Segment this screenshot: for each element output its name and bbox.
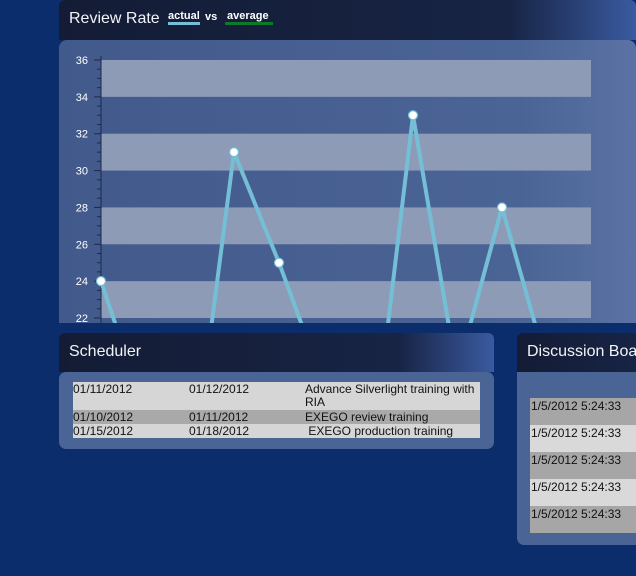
y-tick-label: 34 [76, 92, 88, 104]
start-date: 01/10/2012 [73, 410, 134, 424]
post-timestamp: 1/5/2012 5:24:33 [531, 480, 622, 494]
y-tick-label: 32 [76, 129, 88, 141]
discussion-header: Discussion Boa [517, 333, 636, 372]
y-tick-label: 26 [76, 239, 88, 251]
legend-average: average [225, 10, 273, 25]
legend-actual-label: actual [168, 10, 200, 22]
post-timestamp: 1/5/2012 5:24:33 [531, 507, 622, 521]
legend-actual-line [168, 22, 200, 25]
legend-vs: vs [205, 11, 218, 23]
table-row[interactable]: 01/15/2012 01/18/2012 EXEGO production t… [73, 424, 480, 438]
table-row[interactable]: 01/11/2012 01/12/2012 Advance Silverligh… [73, 382, 480, 410]
grid-band [101, 281, 591, 318]
y-tick-label: 24 [76, 276, 88, 288]
list-item[interactable]: 1/5/2012 5:24:33 [530, 506, 636, 533]
legend-actual: actual [168, 10, 200, 25]
post-timestamp: 1/5/2012 5:24:33 [531, 426, 622, 440]
review-rate-title: Review Rate [69, 10, 160, 27]
list-item[interactable]: 1/5/2012 5:24:33 [530, 452, 636, 479]
scheduler-title: Scheduler [69, 343, 142, 360]
data-point[interactable] [407, 110, 419, 121]
end-date: 01/18/2012 [189, 424, 250, 438]
table-row[interactable]: 01/10/2012 01/11/2012 EXEGO review train… [73, 410, 480, 424]
scheduler-body: 01/11/2012 01/12/2012 Advance Silverligh… [59, 372, 494, 449]
start-date: 01/15/2012 [73, 424, 134, 438]
discussion-title: Discussion Boa [527, 343, 636, 360]
y-tick-label: 28 [76, 202, 88, 214]
scheduler-table: 01/11/2012 01/12/2012 Advance Silverligh… [73, 382, 480, 438]
list-item[interactable]: 1/5/2012 5:24:33 [530, 398, 636, 425]
start-date: 01/11/2012 [73, 382, 133, 396]
discussion-body: 1/5/2012 5:24:33 1/5/2012 5:24:33 1/5/20… [517, 372, 636, 545]
list-item[interactable]: 1/5/2012 5:24:33 [530, 425, 636, 452]
series-line-actual [99, 113, 537, 323]
end-date: 01/12/2012 [189, 382, 250, 396]
review-rate-chart: 36 34 32 30 28 26 24 22 [76, 55, 591, 323]
y-tick-label: 30 [76, 166, 88, 178]
grid-band [101, 133, 591, 171]
grid-band [101, 60, 591, 97]
end-date: 01/11/2012 [189, 410, 249, 424]
data-point[interactable] [228, 147, 240, 158]
y-tick-label: 36 [76, 55, 88, 67]
event-title-continued: RIA [305, 395, 326, 409]
event-title: Advance Silverlight training with [305, 382, 475, 396]
legend-average-label: average [227, 10, 269, 22]
event-title: EXEGO review training [305, 410, 429, 424]
data-point[interactable] [273, 257, 285, 268]
data-point[interactable] [496, 202, 508, 213]
review-rate-chart-panel: 36 34 32 30 28 26 24 22 [59, 40, 636, 323]
list-item[interactable]: 1/5/2012 5:24:33 [530, 479, 636, 506]
legend-average-line [225, 22, 273, 25]
discussion-list: 1/5/2012 5:24:33 1/5/2012 5:24:33 1/5/20… [530, 398, 636, 534]
review-rate-header: Review Rate actual vs average [59, 0, 636, 40]
scheduler-header: Scheduler [59, 333, 494, 372]
post-timestamp: 1/5/2012 5:24:33 [531, 399, 622, 413]
y-tick-label: 22 [76, 313, 88, 323]
event-title: EXEGO production training [305, 424, 454, 438]
grid-band [101, 207, 591, 245]
data-point[interactable] [95, 276, 107, 287]
post-timestamp: 1/5/2012 5:24:33 [531, 453, 622, 467]
